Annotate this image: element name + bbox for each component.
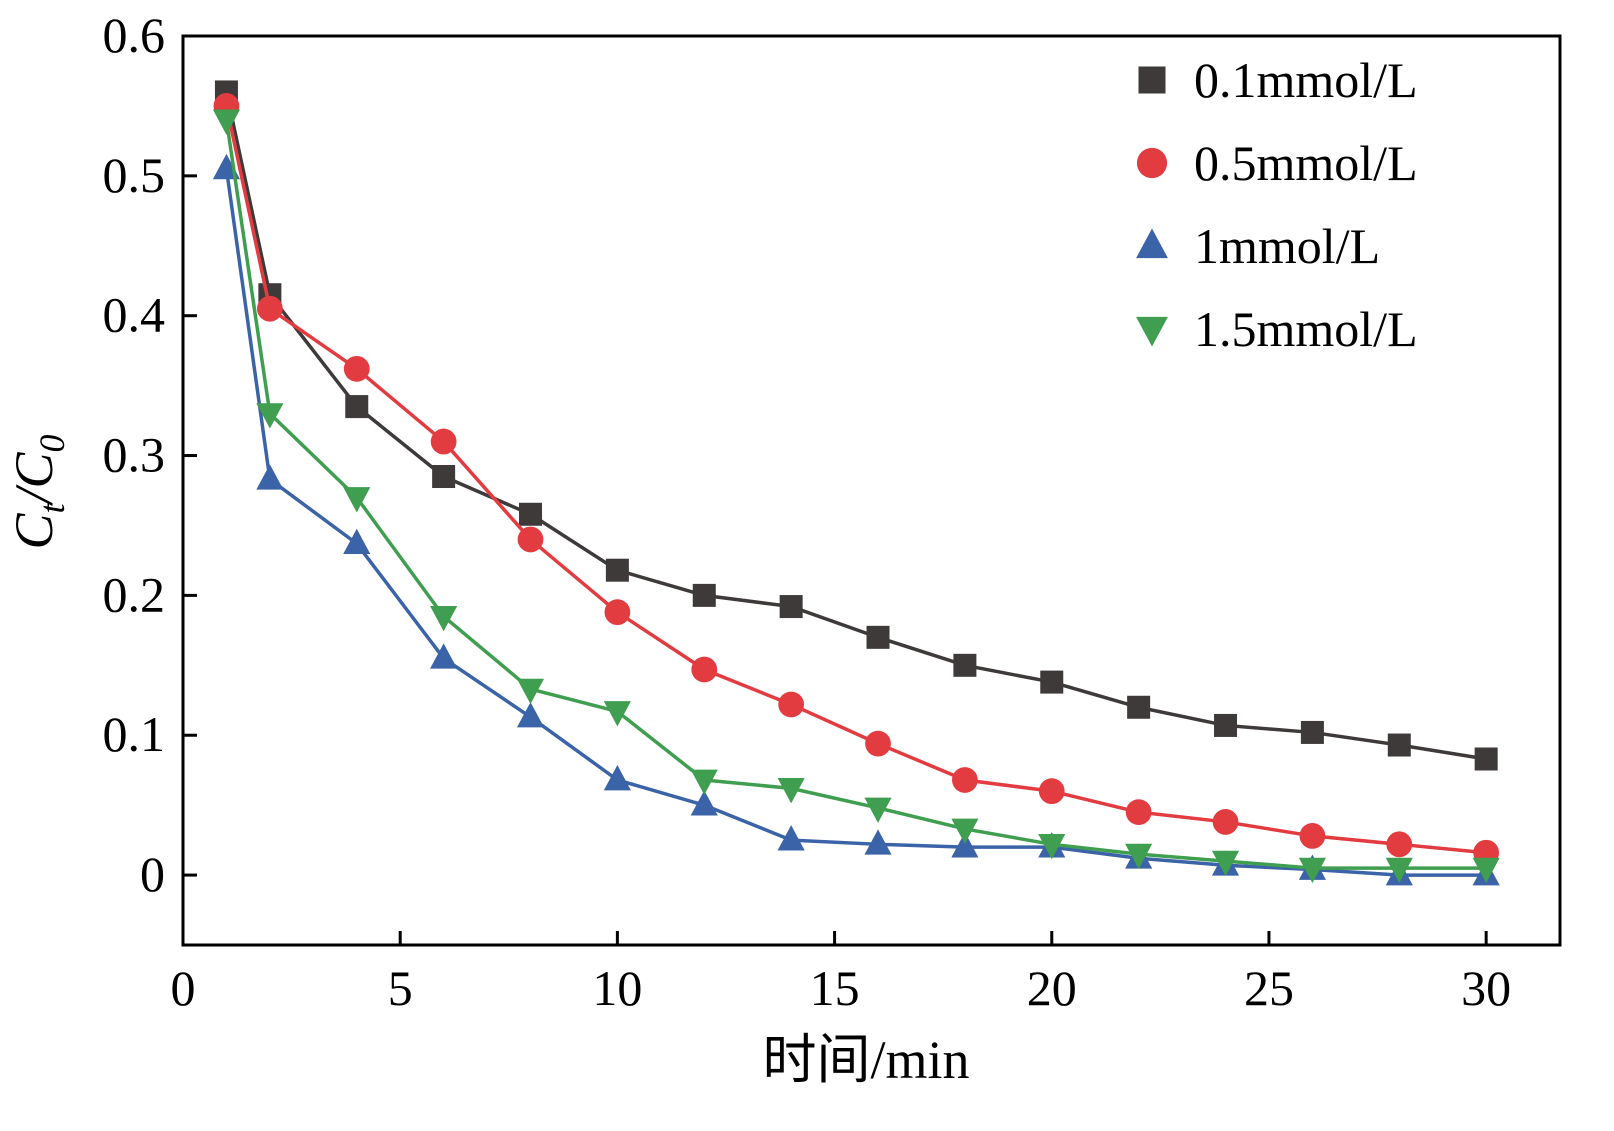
data-point <box>778 691 805 718</box>
data-point <box>343 487 371 513</box>
axes: 0 5 10 15 20 25 30 0 0.1 0.2 0.3 0.4 0.5 0.6 <box>103 7 1562 1016</box>
data-point <box>1138 66 1166 94</box>
legend-label: 1mmol/L <box>1194 218 1380 274</box>
series-lines <box>212 80 1500 886</box>
data-point <box>1038 778 1065 805</box>
series-3 <box>212 109 1500 884</box>
y-tick-label: 0.6 <box>103 7 166 63</box>
data-point <box>430 643 458 669</box>
legend-item-0: 0.1mmol/L <box>1138 52 1418 108</box>
data-point <box>256 403 284 429</box>
legend-label: 0.1mmol/L <box>1194 52 1418 108</box>
data-point <box>603 701 631 727</box>
series-line <box>224 91 1487 761</box>
x-tick-label: 20 <box>1027 960 1077 1016</box>
data-point <box>604 599 631 626</box>
data-point <box>951 818 979 844</box>
y-tick-label: 0.2 <box>103 566 166 622</box>
y-tick-label: 0.3 <box>103 427 166 483</box>
data-point <box>1298 857 1326 884</box>
series-0 <box>214 80 1498 771</box>
x-tick-label: 30 <box>1461 960 1511 1016</box>
data-point <box>256 295 283 322</box>
legend-item-1: 0.5mmol/L <box>1136 135 1418 191</box>
y-tick-label: 0.4 <box>103 287 166 343</box>
data-point <box>1125 799 1152 826</box>
data-point <box>1299 823 1326 849</box>
data-point <box>430 428 457 455</box>
series-line <box>224 105 1487 855</box>
legend-label: 1.5mmol/L <box>1194 301 1418 357</box>
series-line <box>224 168 1487 877</box>
data-point <box>1474 747 1498 771</box>
data-point <box>1386 831 1413 858</box>
x-tick-label: 25 <box>1244 960 1294 1016</box>
legend: 0.1mmol/L 0.5mmol/L 1mmol/L 1.5mmol/L <box>1136 52 1418 357</box>
data-point <box>1136 316 1168 347</box>
data-point <box>692 583 716 607</box>
data-point <box>519 502 543 526</box>
data-point <box>777 778 805 804</box>
data-point <box>345 395 369 419</box>
plot-border <box>181 34 1562 947</box>
data-point <box>864 797 892 823</box>
data-point <box>430 606 458 632</box>
x-tick-label: 15 <box>810 960 860 1016</box>
series-line <box>224 119 1487 870</box>
data-point <box>1038 833 1066 860</box>
legend-item-3: 1.5mmol/L <box>1136 301 1418 357</box>
data-point <box>516 678 545 705</box>
data-point <box>864 829 892 855</box>
data-point <box>1385 857 1413 884</box>
x-tick-label: 0 <box>171 960 196 1016</box>
y-axis-label-text: Ct/C0 <box>4 434 72 549</box>
x-tick-label: 5 <box>388 960 413 1016</box>
data-point <box>212 109 241 135</box>
data-point <box>432 465 456 489</box>
y-tick-label: 0.1 <box>103 706 166 762</box>
data-point <box>1214 713 1238 737</box>
data-point <box>1040 670 1064 694</box>
data-point <box>605 558 629 582</box>
y-tick-label: 0 <box>140 846 165 902</box>
legend-item-2: 1mmol/L <box>1136 218 1380 274</box>
data-point <box>953 653 977 677</box>
legend-label: 0.5mmol/L <box>1194 135 1418 191</box>
data-point <box>343 528 371 554</box>
data-point <box>1300 720 1324 744</box>
data-point <box>951 832 979 858</box>
data-point <box>779 595 803 619</box>
data-point <box>1125 843 1153 870</box>
data-point <box>516 702 545 728</box>
data-point <box>1387 733 1411 757</box>
data-point <box>1211 850 1240 877</box>
data-point <box>865 730 891 757</box>
data-point <box>1136 228 1168 259</box>
data-point <box>517 526 544 553</box>
x-tick-label: 10 <box>592 960 642 1016</box>
data-point <box>343 355 370 382</box>
series-1 <box>213 93 1500 866</box>
data-point <box>777 825 805 851</box>
x-axis-label: 时间/min <box>762 1030 969 1090</box>
data-point <box>1136 147 1168 179</box>
data-point <box>1212 809 1239 835</box>
y-axis-label: Ct/C0 <box>4 434 72 549</box>
data-point <box>603 765 631 791</box>
data-point <box>866 625 890 649</box>
data-point <box>691 656 718 683</box>
data-point <box>952 767 978 793</box>
data-point <box>690 790 718 816</box>
data-point <box>256 464 284 490</box>
data-point <box>690 769 718 795</box>
y-tick-label: 0.5 <box>103 147 166 203</box>
data-point <box>1127 695 1151 719</box>
data-point <box>1472 857 1500 884</box>
